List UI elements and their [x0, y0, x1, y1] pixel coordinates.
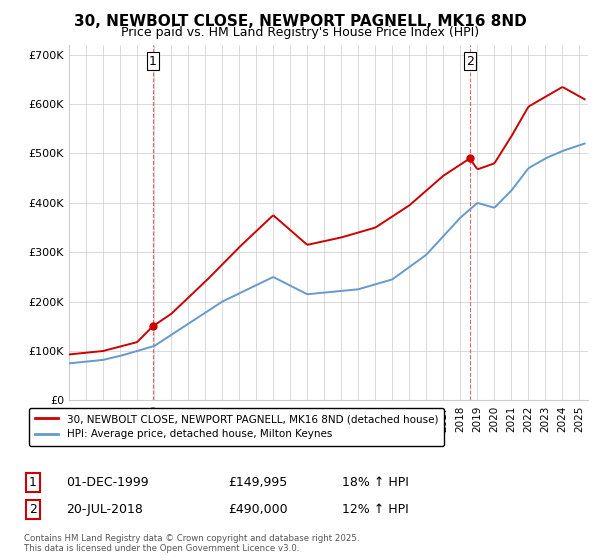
Text: £490,000: £490,000: [228, 503, 287, 516]
Text: 30, NEWBOLT CLOSE, NEWPORT PAGNELL, MK16 8ND: 30, NEWBOLT CLOSE, NEWPORT PAGNELL, MK16…: [74, 14, 526, 29]
Text: £149,995: £149,995: [228, 476, 287, 489]
Text: 2: 2: [29, 503, 37, 516]
Text: 18% ↑ HPI: 18% ↑ HPI: [342, 476, 409, 489]
Text: 01-DEC-1999: 01-DEC-1999: [66, 476, 149, 489]
Legend: 30, NEWBOLT CLOSE, NEWPORT PAGNELL, MK16 8ND (detached house), HPI: Average pric: 30, NEWBOLT CLOSE, NEWPORT PAGNELL, MK16…: [29, 408, 445, 446]
Text: 2: 2: [466, 55, 473, 68]
Text: 1: 1: [29, 476, 37, 489]
Text: 20-JUL-2018: 20-JUL-2018: [66, 503, 143, 516]
Text: 1: 1: [149, 55, 157, 68]
Text: Price paid vs. HM Land Registry's House Price Index (HPI): Price paid vs. HM Land Registry's House …: [121, 26, 479, 39]
Text: Contains HM Land Registry data © Crown copyright and database right 2025.
This d: Contains HM Land Registry data © Crown c…: [24, 534, 359, 553]
Text: 12% ↑ HPI: 12% ↑ HPI: [342, 503, 409, 516]
